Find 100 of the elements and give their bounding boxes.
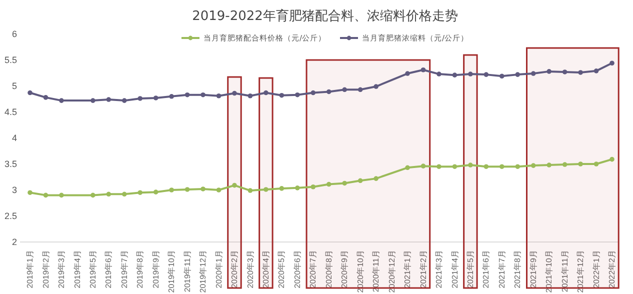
point — [342, 87, 347, 92]
point — [358, 178, 363, 184]
y-tick-label: 3.5 — [4, 158, 17, 169]
point — [232, 182, 237, 188]
point — [500, 74, 504, 79]
x-tick-label: 2022年1月 — [592, 250, 601, 288]
point — [578, 162, 583, 166]
point — [420, 164, 426, 168]
point — [546, 162, 552, 168]
x-tick-label: 2019年2月 — [41, 250, 50, 288]
point — [374, 84, 378, 89]
point — [562, 162, 568, 167]
x-tick-label: 2019年6月 — [104, 250, 114, 288]
point — [43, 192, 48, 198]
point — [405, 165, 410, 170]
x-tick-label: 2022年2月 — [608, 250, 617, 288]
point — [610, 156, 614, 162]
x-tick-label: 2019年9月 — [151, 250, 160, 288]
point — [138, 96, 142, 101]
point — [248, 93, 253, 98]
x-tick-label: 2020年9月 — [340, 250, 350, 288]
x-tick-label: 2021年8月 — [513, 250, 522, 288]
point — [452, 164, 458, 169]
point — [264, 90, 268, 96]
point — [420, 67, 426, 72]
point — [515, 164, 520, 169]
x-tick-label: 2020年1月 — [214, 250, 224, 288]
point — [122, 98, 127, 103]
x-tick-label: 2020年4月 — [262, 250, 271, 288]
point — [106, 97, 112, 102]
point — [28, 190, 32, 195]
point — [530, 71, 536, 76]
point — [153, 190, 158, 194]
point — [153, 96, 158, 100]
point — [169, 188, 174, 192]
y-tick-label: 2 — [12, 236, 17, 247]
x-tick-label: 2021年11月 — [560, 250, 570, 292]
point — [59, 192, 64, 198]
x-tick-label: 2019年5月 — [88, 250, 98, 288]
point — [468, 162, 473, 168]
point — [310, 184, 316, 190]
x-tick-label: 2019年8月 — [136, 250, 145, 288]
x-tick-label: 2019年12月 — [198, 250, 208, 293]
y-tick-label: 5 — [12, 80, 17, 91]
point — [484, 72, 489, 77]
point — [279, 92, 284, 98]
point — [326, 89, 332, 94]
point — [184, 92, 190, 98]
point — [264, 187, 268, 192]
x-tick-label: 2019年4月 — [72, 250, 82, 288]
point — [452, 72, 458, 78]
y-tick-label: 4 — [12, 132, 17, 143]
point — [59, 98, 64, 103]
point — [295, 92, 300, 98]
point — [216, 188, 222, 192]
point — [610, 60, 614, 66]
point — [326, 182, 332, 187]
y-tick-label: 2.5 — [4, 210, 17, 221]
y-tick-label: 6 — [12, 28, 17, 39]
x-tick-label: 2020年7月 — [308, 250, 318, 288]
point — [578, 70, 583, 75]
point — [468, 72, 473, 76]
x-tick-label: 2021年9月 — [528, 250, 538, 288]
point — [358, 87, 363, 92]
point — [594, 162, 599, 166]
x-tick-label: 2021年6月 — [482, 250, 491, 288]
point — [515, 72, 520, 77]
point — [106, 192, 112, 197]
x-tick-label: 2019年11月 — [182, 250, 192, 292]
point — [594, 68, 599, 74]
point — [530, 163, 536, 168]
chart-title: 2019-2022年育肥猪配合料、浓缩料价格走势 — [192, 8, 458, 24]
point — [248, 188, 253, 193]
x-tick-label: 2021年4月 — [450, 250, 460, 288]
x-tick-label: 2020年6月 — [292, 250, 302, 288]
point — [43, 95, 48, 100]
point — [295, 186, 300, 190]
x-tick-label: 2020年5月 — [277, 250, 286, 288]
point — [122, 192, 127, 197]
point — [138, 190, 142, 195]
point — [232, 90, 237, 96]
point — [374, 176, 378, 181]
point — [562, 70, 568, 74]
x-tick-label: 2021年1月 — [403, 250, 412, 288]
point — [200, 186, 206, 192]
x-tick-label: 2021年5月 — [466, 250, 475, 288]
x-tick-label: 2019年3月 — [57, 250, 66, 288]
point — [279, 186, 284, 191]
x-tick-label: 2019年10月 — [167, 250, 176, 293]
point — [216, 93, 222, 98]
point — [90, 98, 96, 103]
x-tick-label: 2020年11月 — [372, 250, 381, 292]
x-tick-label: 2021年3月 — [434, 250, 444, 288]
point — [200, 92, 206, 98]
y-tick-label: 3 — [12, 184, 17, 195]
point — [405, 71, 410, 76]
point — [342, 180, 347, 186]
x-tick-label: 2019年7月 — [120, 250, 129, 288]
x-tick-label: 2020年8月 — [324, 250, 334, 288]
point — [436, 72, 442, 76]
